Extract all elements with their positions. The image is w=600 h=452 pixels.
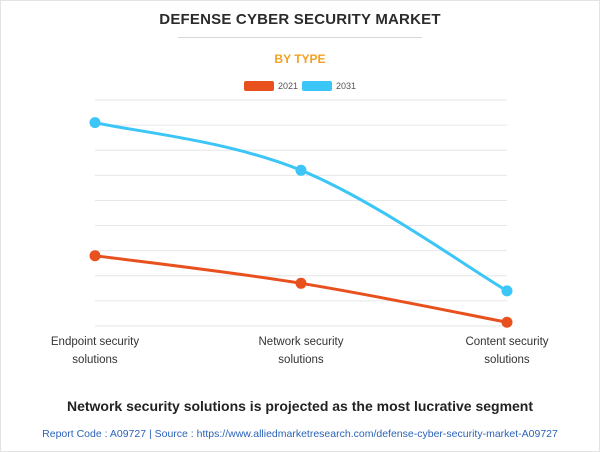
x-tick-label: solutions [72, 354, 118, 366]
x-tick-label: solutions [278, 354, 324, 366]
legend: 2021 2031 [0, 81, 600, 91]
series-line-2021 [93, 254, 509, 324]
data-point-2021-3 [501, 316, 513, 328]
x-axis-labels: Endpoint security solutions Network securi… [51, 336, 549, 366]
data-point-2031-1 [89, 117, 101, 129]
footer-headline: Network security solutions is projected … [66, 398, 534, 414]
x-tick-label: Content security [465, 336, 548, 348]
chart-title: DEFENSE CYBER SECURITY MARKET [159, 11, 441, 28]
chart-subtitle: BY TYPE [274, 52, 326, 66]
x-tick-label: Network security [259, 336, 344, 348]
data-point-2031-2 [295, 164, 307, 176]
legend-swatch-2031 [302, 81, 332, 91]
legend-swatch-2021 [243, 81, 274, 91]
legend-label-2031: 2031 [336, 81, 357, 91]
series-layer [89, 117, 513, 328]
legend-item-2021[interactable]: 2021 [243, 81, 298, 91]
series-line-2031 [93, 121, 509, 293]
x-tick-label: solutions [484, 354, 530, 366]
data-point-2031-3 [501, 285, 513, 297]
data-point-2021-2 [295, 277, 307, 289]
x-tick-label: Endpoint security [51, 336, 139, 348]
data-point-2021-1 [89, 250, 101, 262]
source-link[interactable]: Report Code : A09727 | Source : https://… [42, 428, 558, 440]
legend-item-2031[interactable]: 2031 [302, 81, 356, 91]
title-divider [178, 37, 422, 38]
legend-label-2021: 2021 [277, 81, 298, 91]
